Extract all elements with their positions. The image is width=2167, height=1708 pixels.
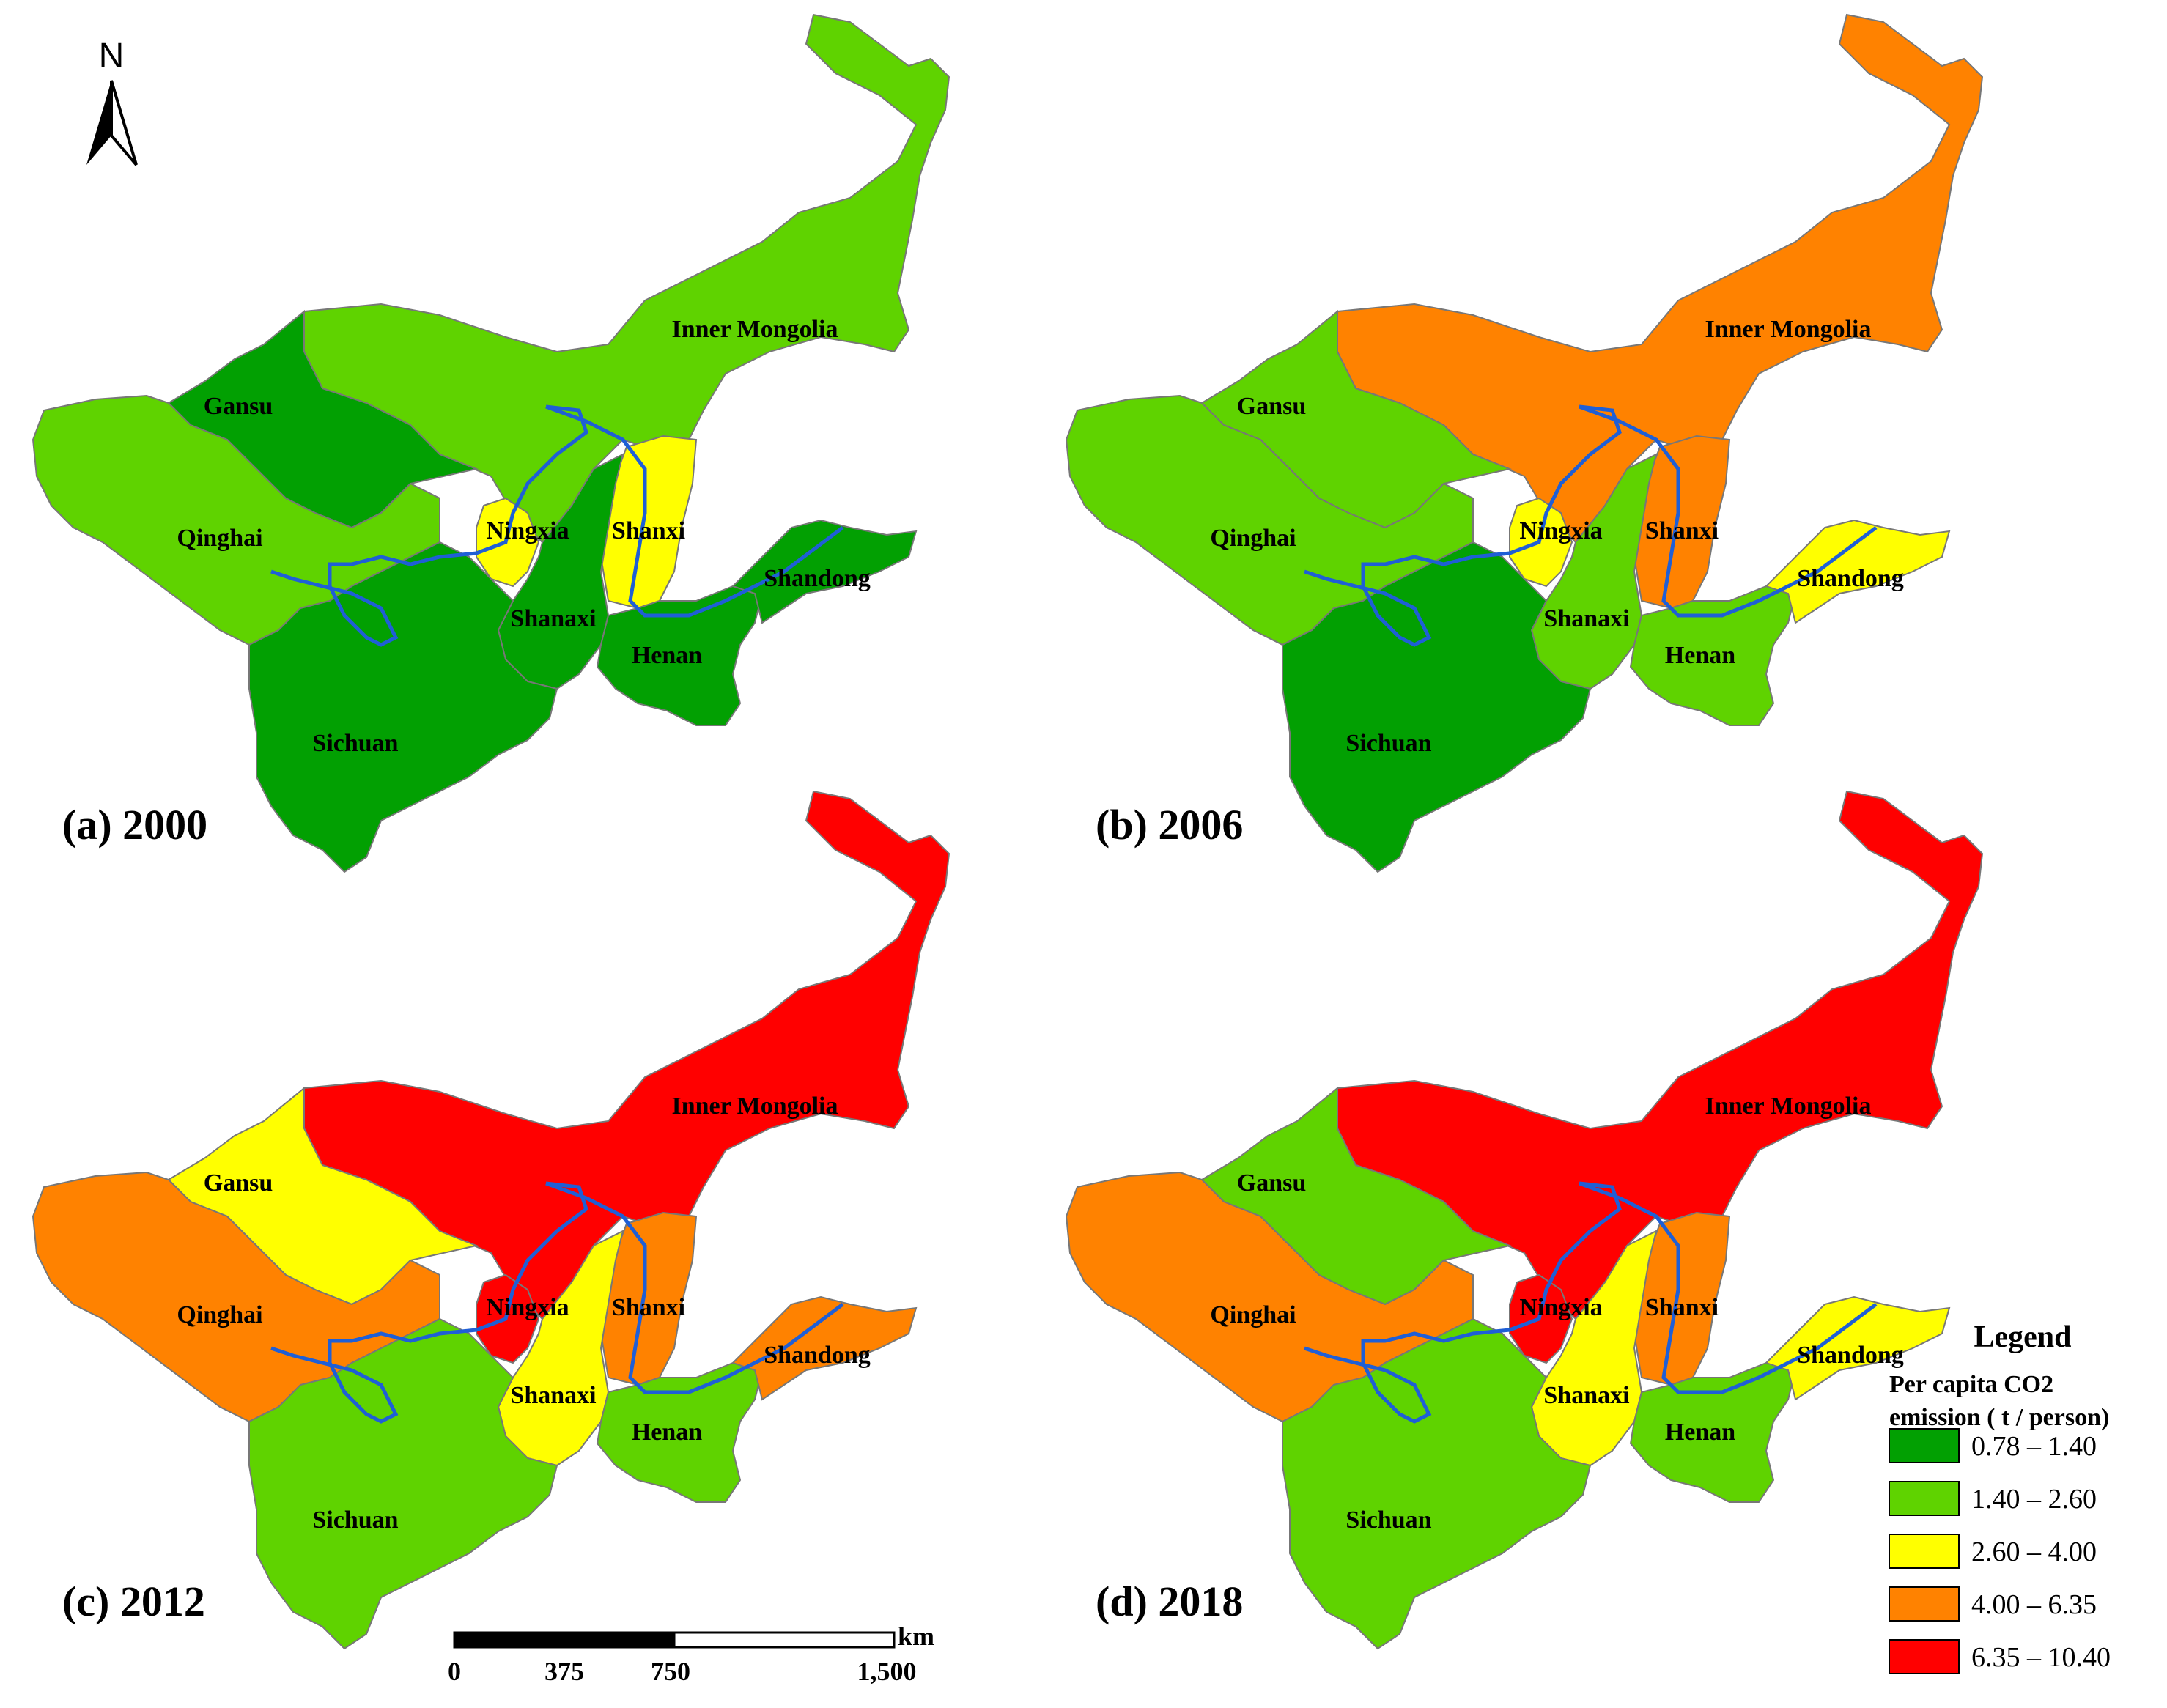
province-label-shanaxi: Shanaxi xyxy=(510,1382,596,1409)
province-label-henan: Henan xyxy=(632,642,702,669)
province-sichuan xyxy=(1282,541,1592,873)
scale-bar-tick-1: 375 xyxy=(544,1657,584,1686)
legend-title: Legend xyxy=(1974,1320,2071,1354)
province-henan xyxy=(1629,585,1797,726)
province-label-qinghai: Qinghai xyxy=(177,1301,262,1328)
north-arrow: N xyxy=(86,37,138,166)
province-label-shandong: Shandong xyxy=(1797,1342,1904,1369)
province-label-henan: Henan xyxy=(1665,1419,1735,1446)
province-label-gansu: Gansu xyxy=(1237,393,1307,420)
panel-title-2: (b) 2006 xyxy=(1096,801,1243,849)
province-label-inner-mongolia: Inner Mongolia xyxy=(671,1093,838,1120)
map-panel-4: Inner Mongolia Gansu Qinghai Ningxia Shanxi S… xyxy=(1065,790,1984,1650)
legend-swatch-3 xyxy=(1889,1534,1960,1569)
province-label-qinghai: Qinghai xyxy=(1210,1301,1296,1328)
scale-bar-tick-2: 750 xyxy=(651,1657,690,1686)
legend-range-4: 4.00 – 6.35 xyxy=(1971,1589,2097,1620)
legend-range-3: 2.60 – 4.00 xyxy=(1971,1537,2097,1567)
province-label-ningxia: Ningxia xyxy=(486,1294,569,1321)
province-label-gansu: Gansu xyxy=(1237,1169,1307,1197)
panel-title-3: (c) 2012 xyxy=(62,1578,205,1625)
legend-swatch-5 xyxy=(1889,1639,1960,1674)
province-label-sichuan: Sichuan xyxy=(312,1506,398,1534)
map-panel-1: Inner Mongolia Gansu Qinghai Ningxia Shanxi S… xyxy=(32,13,950,873)
legend-range-2: 1.40 – 2.60 xyxy=(1971,1484,2097,1515)
province-label-inner-mongolia: Inner Mongolia xyxy=(1705,316,1871,343)
legend-subtitle-2: emission ( t / person) xyxy=(1889,1404,2109,1431)
yellow-river xyxy=(270,404,844,647)
province-shanaxi xyxy=(1530,453,1658,690)
province-sichuan xyxy=(248,541,558,873)
province-label-qinghai: Qinghai xyxy=(1210,525,1296,552)
panel-title-4: (d) 2018 xyxy=(1096,1578,1243,1625)
legend: Legend Per capita CO2 emission ( t / per… xyxy=(1889,1320,2111,1674)
yellow-river xyxy=(270,1181,844,1424)
province-label-henan: Henan xyxy=(1665,642,1735,669)
legend-subtitle-1: Per capita CO2 xyxy=(1889,1371,2053,1398)
scale-bar-tick-0: 0 xyxy=(448,1657,461,1686)
province-henan xyxy=(596,1361,764,1503)
province-shandong xyxy=(1765,519,1951,624)
province-label-shanxi: Shanxi xyxy=(1645,1294,1719,1321)
province-label-shandong: Shandong xyxy=(764,565,871,592)
panel-title-1: (a) 2000 xyxy=(62,801,207,849)
province-label-ningxia: Ningxia xyxy=(486,517,569,544)
province-label-shanaxi: Shanaxi xyxy=(1543,605,1629,632)
scale-bar-unit: km xyxy=(898,1622,934,1651)
province-label-ningxia: Ningxia xyxy=(1519,1294,1602,1321)
province-label-ningxia: Ningxia xyxy=(1519,517,1602,544)
province-label-shandong: Shandong xyxy=(764,1342,871,1369)
province-shanaxi xyxy=(497,1230,624,1467)
province-label-qinghai: Qinghai xyxy=(177,525,262,552)
map-panel-2: Inner Mongolia Gansu Qinghai Ningxia Shanxi S… xyxy=(1065,13,1984,873)
province-label-shanxi: Shanxi xyxy=(1645,517,1719,544)
scale-bar: km 0 375 750 1,500 xyxy=(448,1622,934,1686)
province-label-inner-mongolia: Inner Mongolia xyxy=(671,316,838,343)
province-shanaxi xyxy=(1530,1230,1658,1467)
province-label-sichuan: Sichuan xyxy=(312,730,398,757)
province-label-shanaxi: Shanaxi xyxy=(510,605,596,632)
province-label-shanaxi: Shanaxi xyxy=(1543,1382,1629,1409)
province-shandong xyxy=(731,1295,918,1401)
yellow-river xyxy=(1304,1181,1878,1424)
province-label-sichuan: Sichuan xyxy=(1345,730,1431,757)
province-shanaxi xyxy=(497,453,624,690)
north-arrow-icon xyxy=(86,81,111,165)
province-label-inner-mongolia: Inner Mongolia xyxy=(1705,1093,1871,1120)
province-shandong xyxy=(1765,1295,1951,1401)
province-sichuan xyxy=(248,1317,558,1650)
province-henan xyxy=(1629,1361,1797,1503)
province-label-sichuan: Sichuan xyxy=(1345,1506,1431,1534)
legend-swatch-2 xyxy=(1889,1481,1960,1516)
legend-range-5: 6.35 – 10.40 xyxy=(1971,1642,2111,1673)
province-label-shandong: Shandong xyxy=(1797,565,1904,592)
province-henan xyxy=(596,585,764,726)
province-label-shanxi: Shanxi xyxy=(612,517,685,544)
scale-bar-tick-3: 1,500 xyxy=(857,1657,917,1686)
province-label-shanxi: Shanxi xyxy=(612,1294,685,1321)
north-arrow-label: N xyxy=(99,37,125,75)
province-label-gansu: Gansu xyxy=(204,1169,273,1197)
province-sichuan xyxy=(1282,1317,1592,1650)
legend-swatch-4 xyxy=(1889,1586,1960,1622)
legend-range-1: 0.78 – 1.40 xyxy=(1971,1431,2097,1462)
province-label-henan: Henan xyxy=(632,1419,702,1446)
legend-swatch-1 xyxy=(1889,1428,1960,1463)
map-panel-3: Inner Mongolia Gansu Qinghai Ningxia Shanxi S… xyxy=(32,790,950,1650)
province-shandong xyxy=(731,519,918,624)
province-label-gansu: Gansu xyxy=(204,393,273,420)
yellow-river xyxy=(1304,404,1878,647)
